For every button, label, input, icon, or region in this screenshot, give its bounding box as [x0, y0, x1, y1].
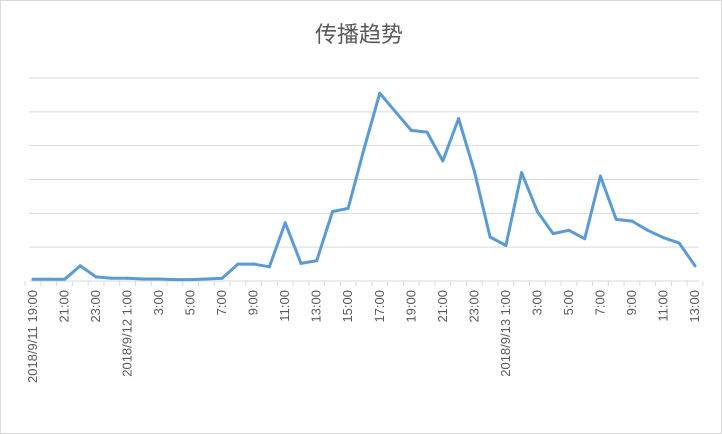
x-tick-label: 11:00 [277, 290, 292, 322]
data-point [252, 262, 256, 266]
data-point [394, 110, 398, 114]
data-point [661, 236, 665, 240]
data-point [378, 91, 382, 95]
data-point [441, 159, 445, 163]
data-point [299, 261, 303, 265]
data-point [157, 277, 161, 281]
data-point [630, 219, 634, 223]
x-tick-label: 7:00 [214, 290, 229, 315]
x-axis [24, 280, 704, 286]
x-tick-label: 13:00 [687, 290, 702, 323]
x-tick-label: 21:00 [57, 290, 72, 323]
x-tick-label: 17:00 [372, 290, 387, 323]
data-point [78, 264, 82, 268]
data-point [693, 264, 697, 268]
x-tick-label: 2018/9/12 1:00 [120, 290, 135, 377]
data-point [567, 228, 571, 232]
data-point [520, 171, 524, 175]
x-tick-label: 5:00 [183, 290, 198, 315]
data-point [236, 262, 240, 266]
data-point [504, 243, 508, 247]
data-point [31, 277, 35, 281]
data-point [220, 276, 224, 280]
data-point [346, 206, 350, 210]
data-point [315, 259, 319, 263]
x-tick-label: 3:00 [151, 290, 166, 315]
data-point [472, 169, 476, 173]
data-point [409, 128, 413, 132]
x-tick-label: 9:00 [624, 290, 639, 315]
x-tick-label: 23:00 [466, 290, 481, 323]
series-line [31, 91, 697, 282]
data-point [488, 235, 492, 239]
data-point [425, 130, 429, 134]
data-point [330, 210, 334, 214]
data-point [646, 228, 650, 232]
data-point [63, 277, 67, 281]
x-tick-label: 9:00 [246, 290, 261, 315]
data-point [583, 237, 587, 241]
x-tick-label: 11:00 [655, 290, 670, 322]
data-point [94, 275, 98, 279]
data-point [110, 276, 114, 280]
series-layer [31, 91, 697, 282]
data-point [141, 277, 145, 281]
x-tick-label: 2018/9/11 19:00 [25, 290, 40, 383]
data-point [47, 277, 51, 281]
data-point [173, 278, 177, 282]
data-point [126, 276, 130, 280]
x-tick-label: 13:00 [309, 290, 324, 323]
x-tick-label: 2018/9/13 1:00 [498, 290, 513, 377]
data-point [189, 278, 193, 282]
data-point [598, 174, 602, 178]
x-tick-label: 5:00 [561, 290, 576, 315]
chart-title: 传播趋势 [315, 23, 403, 48]
data-point [535, 210, 539, 214]
data-point [457, 117, 461, 121]
x-tick-labels: 2018/9/11 19:00 21:00 23:00 2018/9/12 1:00 3… [25, 290, 702, 383]
gridlines [29, 77, 699, 248]
x-tick-label: 19:00 [403, 290, 418, 323]
data-point [362, 147, 366, 151]
x-tick-label: 3:00 [529, 290, 544, 315]
data-point [267, 265, 271, 269]
x-tick-label: 7:00 [592, 290, 607, 315]
x-tick-label: 23:00 [88, 290, 103, 323]
data-point [283, 221, 287, 225]
data-point [614, 217, 618, 221]
data-point [677, 241, 681, 245]
data-point [551, 232, 555, 236]
data-point [204, 277, 208, 281]
x-tick-label: 21:00 [435, 290, 450, 323]
x-tick-label: 15:00 [340, 290, 355, 323]
